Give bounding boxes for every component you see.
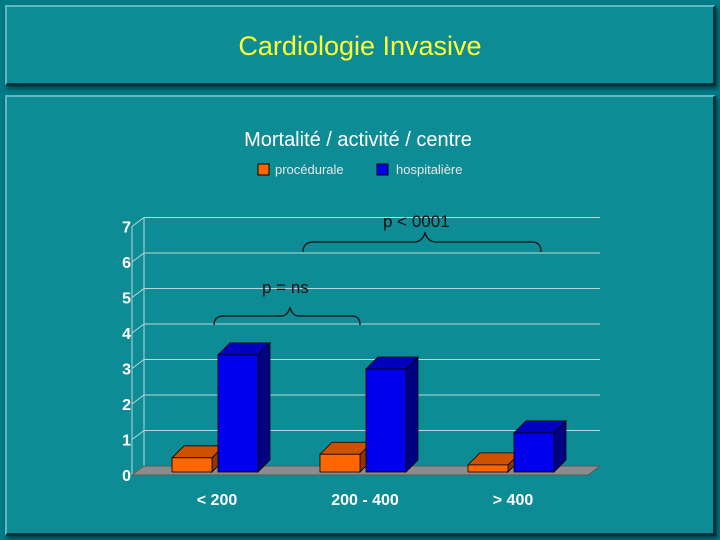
gridline-side xyxy=(131,430,145,440)
y-tick-label: 6 xyxy=(122,255,131,272)
y-tick-label: 2 xyxy=(122,397,131,414)
annotation-p-signif: p < 0001 xyxy=(383,212,450,231)
gridline-side xyxy=(131,288,145,298)
gridline-side xyxy=(131,217,145,227)
bar-procedurale xyxy=(319,441,373,473)
legend-label-procedurale: procédurale xyxy=(275,162,344,177)
legend-label-hospitaliere: hospitalière xyxy=(396,162,463,177)
y-tick-label: 7 xyxy=(122,220,131,237)
y-tick-label: 4 xyxy=(122,326,131,343)
gridline-side xyxy=(131,394,145,405)
x-tick-label: < 200 xyxy=(197,492,238,509)
brace-large xyxy=(302,230,542,253)
legend-swatch-hospitaliere xyxy=(376,163,389,176)
x-tick-label: > 400 xyxy=(493,492,534,509)
brace-small xyxy=(213,306,361,326)
legend-swatch-procedurale xyxy=(257,163,270,176)
gridline-side xyxy=(131,359,145,369)
bar-hospitaliere xyxy=(513,419,567,473)
y-tick-label: 0 xyxy=(122,468,131,485)
gridline-side xyxy=(131,323,145,334)
y-tick-label: 3 xyxy=(122,362,131,379)
annotation-p-ns: p = ns xyxy=(262,278,309,297)
y-tick-label: 1 xyxy=(122,433,131,450)
x-tick-label: 200 - 400 xyxy=(331,492,399,509)
bar-procedurale xyxy=(171,444,225,473)
chart-title: Mortalité / activité / centre xyxy=(244,129,472,151)
y-tick-label: 5 xyxy=(122,291,131,308)
bar-hospitaliere xyxy=(217,341,271,473)
slide-title: Cardiologie Invasive xyxy=(238,31,482,61)
gridline-side xyxy=(131,252,145,263)
bar-hospitaliere xyxy=(365,356,419,473)
title-panel: Cardiologie Invasive xyxy=(5,5,716,86)
